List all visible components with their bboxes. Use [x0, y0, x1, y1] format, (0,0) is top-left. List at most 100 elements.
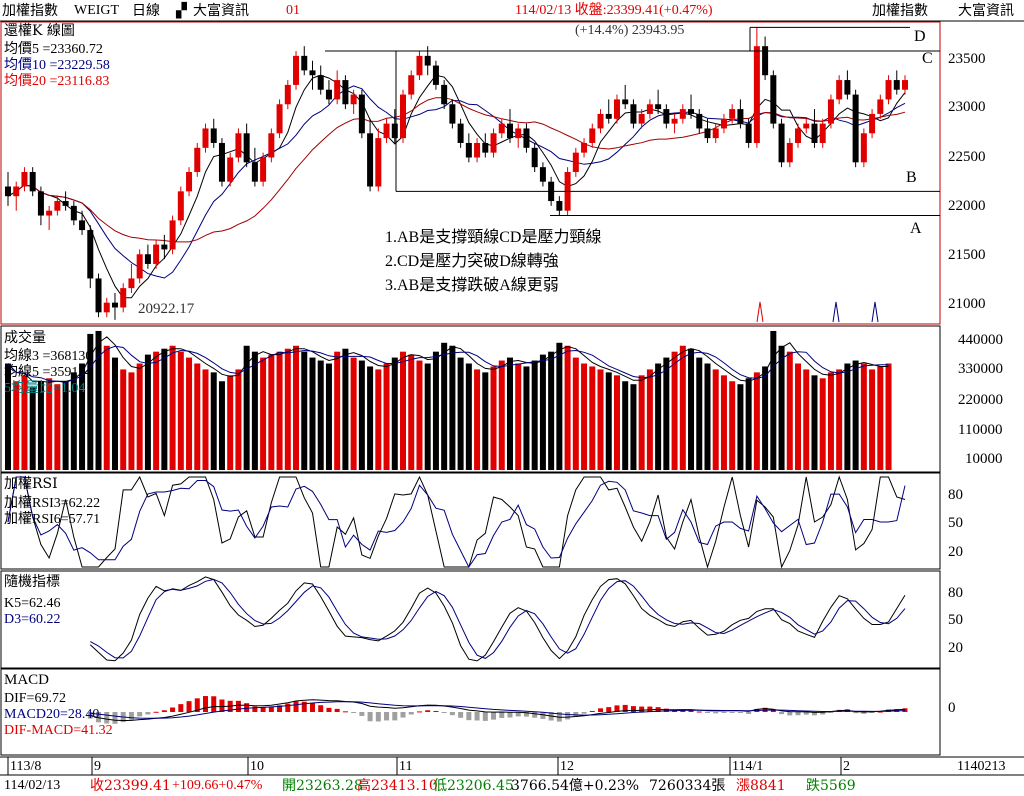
volume-bar — [720, 375, 727, 470]
volume-bar — [482, 372, 489, 470]
volume-bar — [844, 363, 851, 470]
macd-bar — [811, 712, 817, 716]
volume-bar — [613, 375, 620, 470]
candle-body — [679, 109, 686, 119]
vol-ma3: 均線3 =368130 — [4, 349, 93, 364]
header-period[interactable]: 日線 — [132, 3, 160, 19]
panel-frame-0 — [0, 21, 941, 325]
header-seq: 01 — [286, 3, 300, 18]
candle-body — [243, 133, 250, 163]
candle-body — [367, 133, 374, 187]
kd-d3: D3=60.22 — [4, 612, 61, 627]
macd-bar — [779, 712, 785, 715]
volume-bar — [400, 351, 407, 470]
volume-bar — [284, 348, 291, 470]
macd-bar — [606, 707, 612, 712]
kd-ytick-0: 80 — [948, 585, 963, 601]
macd-bar — [268, 706, 274, 712]
candle-body — [498, 123, 505, 134]
volume-bar — [457, 357, 464, 470]
grid-icon[interactable]: ▞ — [176, 3, 187, 19]
volume-bar — [597, 369, 604, 470]
volume-bar — [852, 360, 859, 470]
k-ytick-0: 23500 — [948, 51, 986, 67]
candle-body — [54, 201, 61, 211]
line-label-c: C — [922, 50, 933, 67]
candle-body — [432, 65, 439, 85]
candle-body — [778, 123, 785, 163]
candle-body — [539, 167, 546, 182]
k-ma5: 均價5 =23360.72 — [4, 42, 103, 57]
candle-body — [441, 84, 448, 105]
volume-bar — [860, 363, 867, 470]
macd-bar — [828, 712, 834, 713]
volume-bar — [103, 345, 110, 470]
macd-bar — [721, 712, 727, 713]
vol-ytick-0: 440000 — [958, 332, 1003, 348]
macd-dif-line — [90, 699, 906, 722]
volume-bar — [671, 351, 678, 470]
volume-bar — [243, 345, 250, 470]
volume-bar — [202, 369, 209, 470]
candle-body — [770, 75, 777, 124]
volume-bar — [391, 357, 398, 470]
macd-bar — [614, 705, 620, 712]
candle-body — [597, 113, 604, 129]
candle-body — [531, 147, 538, 168]
volume-bar — [194, 363, 201, 470]
header-brand: 大富資訊 — [193, 3, 249, 19]
candle-body — [704, 128, 711, 139]
macd-bar — [252, 706, 258, 712]
xaxis-right-date: 1140213 — [957, 759, 1006, 774]
macd-bar — [770, 710, 776, 712]
macd-bar — [746, 712, 752, 714]
macd-bar — [532, 712, 538, 718]
xaxis-label-0: 113/8 — [10, 759, 42, 774]
candle-body — [581, 142, 588, 153]
macd-bar — [458, 712, 464, 718]
volume-bar — [218, 381, 225, 470]
volume-bar — [432, 351, 439, 470]
candle-body — [663, 109, 670, 124]
header-index-name: 加權指數 — [2, 3, 58, 19]
candle-body — [202, 128, 209, 148]
volume-bar — [655, 363, 662, 470]
candle-body — [13, 186, 20, 197]
volume-bar — [268, 354, 275, 470]
macd-bar — [203, 696, 209, 712]
volume-bar — [29, 387, 36, 470]
macd-bar — [178, 704, 184, 712]
panel-frame-1 — [0, 325, 941, 473]
macd-bar — [293, 701, 299, 712]
macd-bar — [902, 708, 908, 712]
candle-body — [334, 80, 341, 100]
event-marker-2 — [871, 301, 879, 323]
macd-bar — [145, 712, 151, 715]
volume-bar — [581, 363, 588, 470]
macd-bar — [277, 705, 283, 712]
volume-bar — [325, 363, 332, 470]
candle-body — [358, 94, 365, 134]
panel-frame-2 — [0, 472, 941, 570]
volume-bar — [293, 345, 300, 470]
volume-bar — [87, 333, 94, 470]
vol-ytick-2: 220000 — [958, 392, 1003, 408]
macd-macd20: MACD20=28.40 — [4, 707, 100, 722]
macd-bar — [425, 710, 431, 712]
line-label-b: B — [906, 169, 917, 186]
volume-bar — [383, 363, 390, 470]
volume-bar — [688, 348, 695, 470]
candle-body — [753, 46, 760, 143]
candle-body — [235, 133, 242, 158]
candle-body — [877, 99, 884, 114]
candle-body — [474, 142, 481, 158]
macd-bar — [589, 710, 595, 712]
volume-bar — [827, 372, 834, 470]
kd-ytick-1: 50 — [948, 612, 963, 628]
macd-bar — [515, 712, 521, 717]
macd-bar — [186, 701, 192, 712]
candle-body — [375, 138, 382, 187]
kd-panel-title: 隨機指標 — [4, 574, 60, 590]
macd-bar — [408, 712, 414, 715]
